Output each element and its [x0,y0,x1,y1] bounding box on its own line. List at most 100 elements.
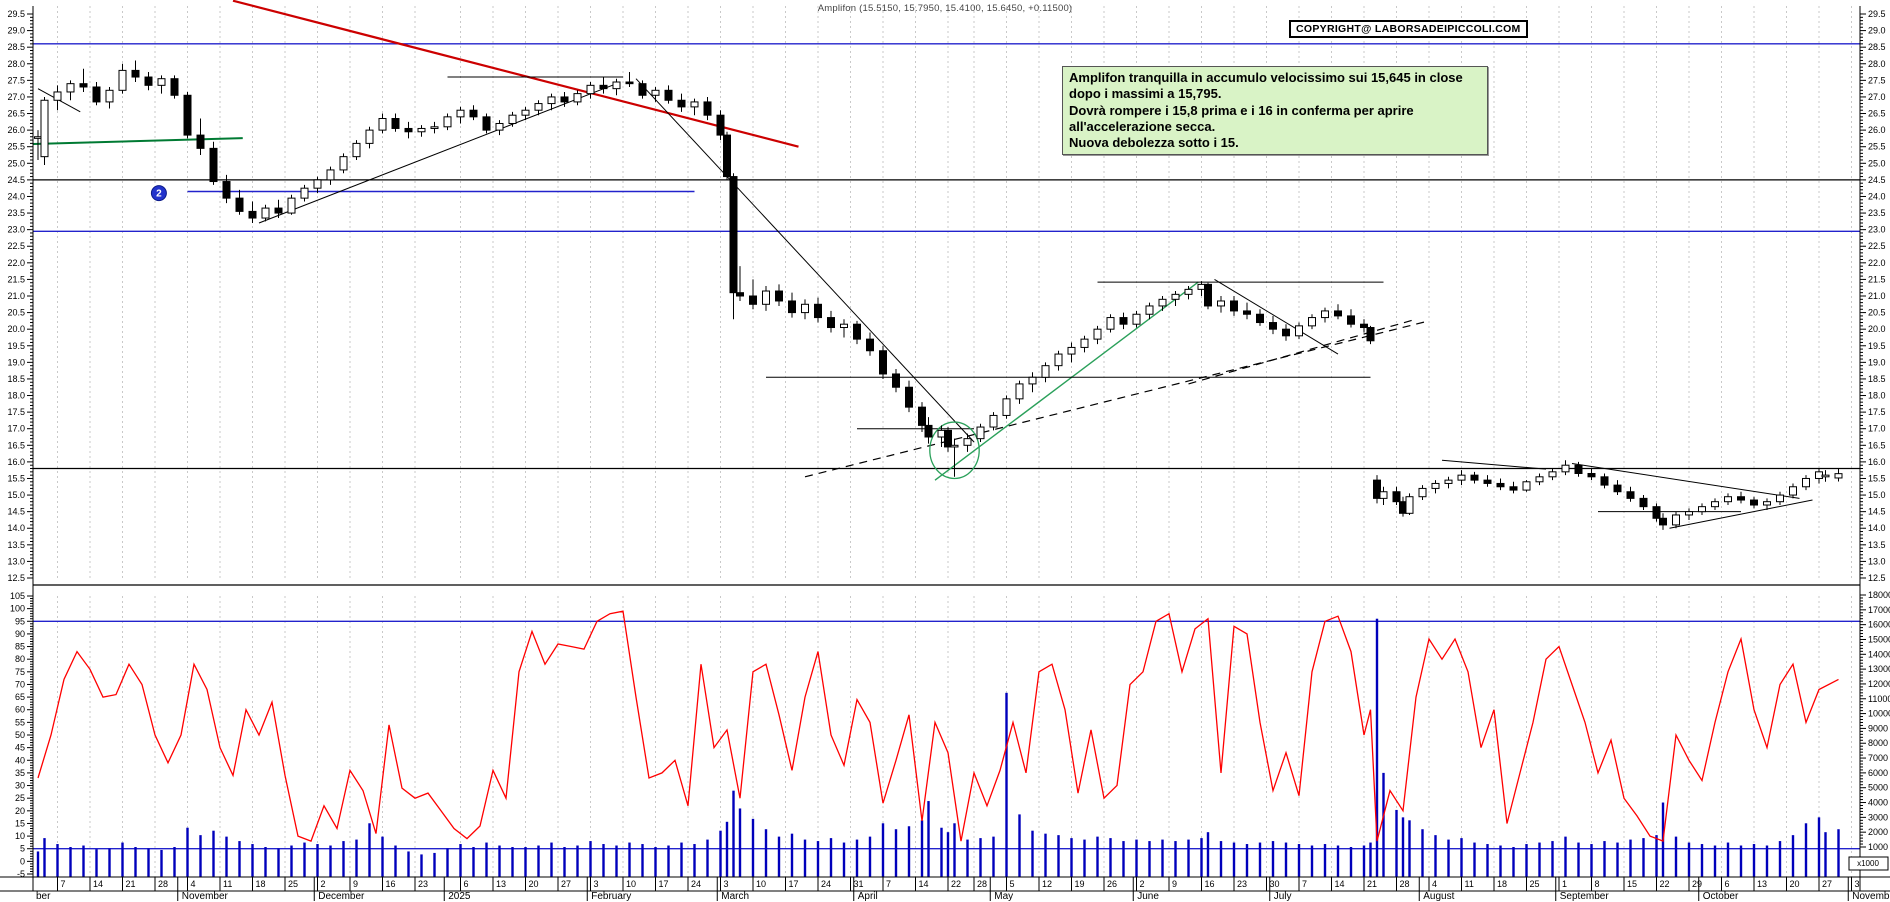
svg-text:15: 15 [1627,879,1637,889]
axes: 12.5 12.5 13.0 13.0 13.5 13.5 14.0 14.0 14.5 14.5… [0,6,1890,902]
svg-text:22.0: 22.0 [1868,258,1886,268]
svg-text:16.5: 16.5 [7,440,25,450]
svg-text:17: 17 [659,879,669,889]
svg-text:26.5: 26.5 [1868,109,1886,119]
svg-text:2025: 2025 [448,891,471,902]
svg-text:19.0: 19.0 [7,357,25,367]
svg-text:Novembe: Novembe [1852,891,1890,902]
svg-text:16: 16 [1205,879,1215,889]
svg-text:55: 55 [15,717,25,727]
svg-text:15.5: 15.5 [1868,473,1886,483]
svg-text:26.5: 26.5 [7,109,25,119]
svg-text:17.0: 17.0 [7,424,25,434]
svg-text:13000: 13000 [1868,664,1890,674]
svg-text:20.5: 20.5 [1868,308,1886,318]
svg-text:-5: -5 [17,869,25,879]
svg-text:14: 14 [919,879,929,889]
svg-text:18.5: 18.5 [7,374,25,384]
svg-text:28: 28 [158,879,168,889]
svg-text:11: 11 [1465,879,1474,889]
svg-text:13.5: 13.5 [7,540,25,550]
svg-text:7000: 7000 [1868,753,1888,763]
svg-text:17000: 17000 [1868,605,1890,615]
svg-text:18.5: 18.5 [1868,374,1886,384]
svg-text:13.5: 13.5 [1868,540,1886,550]
svg-text:September: September [1560,891,1610,902]
svg-text:3000: 3000 [1868,812,1888,822]
svg-text:24.5: 24.5 [7,175,25,185]
svg-text:26.0: 26.0 [1868,125,1886,135]
svg-text:10000: 10000 [1868,709,1890,719]
svg-text:February: February [591,891,631,902]
svg-text:24.0: 24.0 [1868,191,1886,201]
svg-text:6: 6 [464,879,469,889]
analysis-note-line: Nuova debolezza sotto i 15. [1069,135,1239,151]
svg-text:November: November [182,891,229,902]
svg-text:28.5: 28.5 [7,42,25,52]
svg-text:105: 105 [10,591,25,601]
svg-text:27: 27 [561,879,571,889]
svg-text:21.0: 21.0 [7,291,25,301]
svg-text:11000: 11000 [1868,694,1890,704]
svg-text:3: 3 [724,879,729,889]
svg-text:23.0: 23.0 [1868,225,1886,235]
svg-text:25.0: 25.0 [7,158,25,168]
svg-text:25: 25 [15,793,25,803]
svg-text:21.5: 21.5 [1868,274,1886,284]
svg-text:16: 16 [386,879,396,889]
svg-text:18: 18 [256,879,266,889]
svg-text:29: 29 [1692,879,1702,889]
svg-text:27.5: 27.5 [1868,75,1886,85]
svg-text:0: 0 [20,856,25,866]
svg-text:5000: 5000 [1868,783,1888,793]
svg-text:6000: 6000 [1868,768,1888,778]
svg-text:2000: 2000 [1868,827,1888,837]
svg-text:35: 35 [15,768,25,778]
svg-text:14: 14 [93,879,103,889]
svg-text:18: 18 [1497,879,1507,889]
svg-text:21: 21 [1367,879,1377,889]
svg-text:3: 3 [594,879,599,889]
svg-text:12: 12 [1042,879,1052,889]
volume-bars [36,618,1840,877]
svg-text:2: 2 [156,189,162,200]
svg-text:14.5: 14.5 [1868,507,1886,517]
svg-text:13: 13 [1757,879,1767,889]
svg-text:50: 50 [15,730,25,740]
svg-text:24: 24 [821,879,831,889]
svg-text:27: 27 [1822,879,1832,889]
svg-text:65: 65 [15,692,25,702]
svg-text:April: April [858,891,878,902]
svg-text:22.5: 22.5 [1868,241,1886,251]
svg-text:13.0: 13.0 [1868,556,1886,566]
svg-text:29.0: 29.0 [7,26,25,36]
svg-text:60: 60 [15,705,25,715]
svg-text:9: 9 [353,879,358,889]
copyright-badge: COPYRIGHT@ LABORSADEIPICCOLI.COM [1289,20,1528,38]
svg-text:25: 25 [1530,879,1540,889]
date-axis [57,877,1852,901]
svg-text:40: 40 [15,755,25,765]
svg-text:25: 25 [288,879,298,889]
svg-text:2: 2 [1140,879,1145,889]
svg-text:5: 5 [1010,879,1015,889]
svg-text:23.5: 23.5 [1868,208,1886,218]
svg-text:21.5: 21.5 [7,274,25,284]
svg-text:14.0: 14.0 [7,523,25,533]
svg-text:28: 28 [977,879,987,889]
svg-text:20: 20 [1790,879,1800,889]
svg-text:15.5: 15.5 [7,473,25,483]
svg-text:7: 7 [886,879,891,889]
svg-text:90: 90 [15,629,25,639]
svg-text:25.5: 25.5 [1868,142,1886,152]
svg-text:May: May [994,891,1013,902]
svg-text:26.0: 26.0 [7,125,25,135]
svg-text:ber: ber [36,891,51,902]
svg-text:28.5: 28.5 [1868,42,1886,52]
svg-text:16.5: 16.5 [1868,440,1886,450]
svg-text:18000: 18000 [1868,590,1890,600]
svg-text:17.5: 17.5 [1868,407,1886,417]
svg-text:19.5: 19.5 [1868,341,1886,351]
svg-text:7: 7 [61,879,66,889]
svg-text:6: 6 [1725,879,1730,889]
